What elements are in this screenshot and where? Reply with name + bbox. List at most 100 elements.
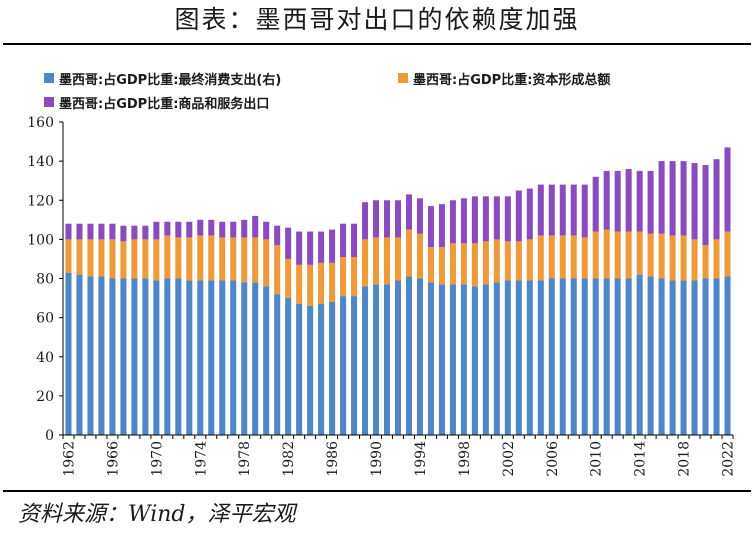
bar-consumption-2010 xyxy=(592,278,599,435)
bar-exports-1992 xyxy=(394,200,402,238)
bar-exports-1983 xyxy=(296,231,303,265)
bar-exports-1979 xyxy=(252,215,259,238)
bar-consumption-2022 xyxy=(724,276,731,435)
legend-swatch-capital-formation xyxy=(398,73,408,83)
bar-exports-2021 xyxy=(713,159,720,240)
bar-consumption-2000 xyxy=(482,284,489,435)
bar-exports-1986 xyxy=(329,229,336,263)
bar-capital-formation-1977 xyxy=(230,237,237,281)
bar-exports-2016 xyxy=(658,161,665,234)
bar-consumption-1974 xyxy=(197,280,204,435)
bar-capital-formation-1986 xyxy=(329,262,336,302)
bar-capital-formation-2008 xyxy=(570,235,577,279)
bar-consumption-1963 xyxy=(76,274,83,435)
bar-capital-formation-2010 xyxy=(592,231,599,279)
bar-consumption-1972 xyxy=(175,278,182,435)
bar-exports-1999 xyxy=(471,196,478,244)
bar-exports-1976 xyxy=(219,221,226,238)
bar-capital-formation-1981 xyxy=(274,245,281,295)
bar-consumption-1964 xyxy=(87,276,94,435)
bar-capital-formation-2022 xyxy=(724,231,731,277)
bar-consumption-1985 xyxy=(318,303,325,435)
bar-exports-2000 xyxy=(482,196,489,242)
bar-consumption-1994 xyxy=(416,278,423,435)
bar-consumption-2004 xyxy=(526,280,533,435)
bar-consumption-1989 xyxy=(362,286,369,435)
bar-consumption-2013 xyxy=(625,278,632,435)
y-tick-label: 60 xyxy=(36,311,54,327)
bar-capital-formation-2019 xyxy=(691,239,698,281)
legend-label-exports: 墨西哥:占GDP比重:商品和服务出口 xyxy=(59,96,270,112)
bar-exports-2012 xyxy=(614,170,621,232)
bar-exports-1982 xyxy=(285,227,292,259)
bar-capital-formation-2013 xyxy=(625,231,632,279)
bar-consumption-1999 xyxy=(471,286,478,435)
bar-exports-1994 xyxy=(416,198,423,234)
bar-capital-formation-1991 xyxy=(384,237,391,285)
bar-consumption-2020 xyxy=(702,278,709,435)
bar-consumption-1992 xyxy=(394,280,402,435)
bar-exports-1977 xyxy=(230,221,237,238)
bar-consumption-2017 xyxy=(669,280,676,435)
y-tick-label: 20 xyxy=(36,389,54,405)
bar-capital-formation-2002 xyxy=(504,241,511,281)
bar-capital-formation-2001 xyxy=(493,239,500,283)
bar-consumption-1979 xyxy=(252,282,259,435)
bar-capital-formation-2011 xyxy=(603,229,610,279)
bar-capital-formation-1980 xyxy=(263,239,270,287)
bar-exports-1991 xyxy=(384,200,391,238)
bar-consumption-1991 xyxy=(384,284,391,435)
bar-exports-1981 xyxy=(274,225,281,246)
bar-capital-formation-2012 xyxy=(614,231,621,279)
bar-capital-formation-1992 xyxy=(394,237,402,281)
bar-capital-formation-1979 xyxy=(252,237,259,283)
x-tick-label-1970: 1970 xyxy=(149,441,165,477)
bar-exports-2006 xyxy=(548,184,555,236)
bar-exports-2008 xyxy=(570,184,577,236)
bar-exports-2015 xyxy=(647,170,654,234)
legend-swatch-exports xyxy=(44,97,54,107)
y-tick-label: 0 xyxy=(45,428,54,444)
bar-exports-1970 xyxy=(153,221,160,240)
bar-exports-1990 xyxy=(373,200,380,238)
bar-capital-formation-2015 xyxy=(647,233,654,277)
bar-capital-formation-2017 xyxy=(669,235,676,281)
bar-exports-1987 xyxy=(340,223,347,257)
bar-exports-1989 xyxy=(362,202,369,240)
bar-capital-formation-1983 xyxy=(296,264,303,304)
bar-capital-formation-1964 xyxy=(87,239,94,277)
bar-capital-formation-2003 xyxy=(515,241,522,281)
legend-swatch-consumption xyxy=(44,73,54,83)
bar-exports-2001 xyxy=(493,196,500,240)
bar-capital-formation-1966 xyxy=(109,239,116,279)
bar-consumption-2021 xyxy=(713,278,720,435)
bar-consumption-1996 xyxy=(438,284,445,435)
x-tick-label-2002: 2002 xyxy=(501,441,517,477)
legend-label-capital-formation: 墨西哥:占GDP比重:资本形成总额 xyxy=(413,72,611,88)
page-title: 图表：墨西哥对出口的依赖度加强 xyxy=(174,5,580,34)
bar-exports-2013 xyxy=(625,168,632,232)
bar-consumption-1981 xyxy=(274,294,281,435)
bar-capital-formation-2007 xyxy=(559,235,566,279)
y-tick-label: 80 xyxy=(36,272,54,288)
bar-consumption-1978 xyxy=(241,282,248,435)
bar-exports-2019 xyxy=(691,163,698,240)
bar-consumption-1982 xyxy=(285,298,292,435)
bar-consumption-1983 xyxy=(296,303,303,435)
bar-consumption-1968 xyxy=(131,278,138,435)
bar-capital-formation-1997 xyxy=(449,243,456,285)
bar-capital-formation-1993 xyxy=(405,229,412,277)
x-tick-label-1990: 1990 xyxy=(369,441,385,477)
bar-exports-1967 xyxy=(120,225,127,242)
bar-exports-1995 xyxy=(427,206,434,248)
bar-consumption-1995 xyxy=(427,282,434,435)
bar-capital-formation-1989 xyxy=(362,239,369,287)
bar-exports-1972 xyxy=(175,221,182,238)
bar-exports-1996 xyxy=(438,204,445,248)
bar-capital-formation-1987 xyxy=(340,256,347,297)
bar-exports-2018 xyxy=(680,161,687,236)
bar-capital-formation-1994 xyxy=(416,233,423,279)
bar-capital-formation-1982 xyxy=(285,258,292,299)
bar-exports-1998 xyxy=(460,198,467,244)
bar-capital-formation-2018 xyxy=(680,235,687,281)
